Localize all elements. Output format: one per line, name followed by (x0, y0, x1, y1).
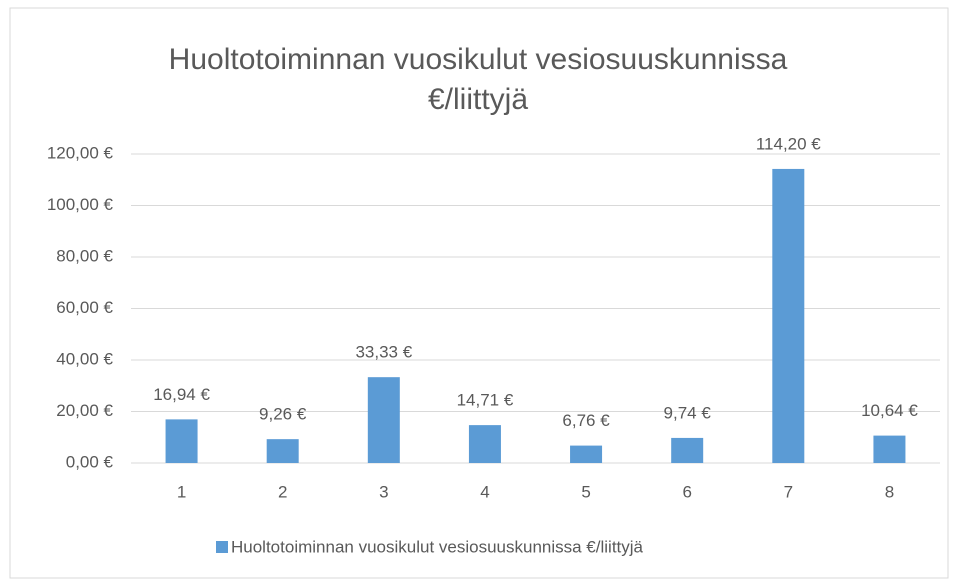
y-tick-label: 40,00 € (56, 349, 113, 368)
value-label: 114,20 € (756, 134, 821, 153)
x-tick-label: 1 (177, 482, 186, 501)
bar (165, 419, 198, 463)
value-label: 9,26 € (259, 405, 307, 424)
value-label: 10,64 € (861, 401, 918, 420)
bar (570, 445, 603, 463)
legend-label: Huoltotoiminnan vuosikulut vesiosuuskunn… (231, 537, 644, 556)
bar (671, 437, 704, 463)
y-tick-label: 60,00 € (56, 298, 113, 317)
y-tick-label: 80,00 € (56, 246, 113, 265)
bar (468, 425, 501, 463)
bar (266, 439, 299, 463)
y-tick-label: 0,00 € (66, 452, 114, 471)
value-label: 33,33 € (355, 343, 412, 362)
value-label: 16,94 € (153, 385, 210, 404)
chart-frame (9, 7, 949, 579)
value-label: 6,76 € (562, 411, 610, 430)
y-tick-label: 100,00 € (47, 195, 114, 214)
x-tick-label: 4 (480, 482, 489, 501)
x-tick-label: 3 (379, 482, 388, 501)
y-tick-label: 20,00 € (56, 401, 113, 420)
value-label: 9,74 € (664, 403, 712, 422)
x-tick-label: 7 (784, 482, 793, 501)
value-label: 14,71 € (457, 391, 514, 410)
bar (873, 435, 906, 463)
chart-title: Huoltotoiminnan vuosikulut vesiosuuskunn… (168, 43, 788, 116)
x-tick-label: 5 (581, 482, 590, 501)
y-tick-label: 120,00 € (47, 143, 114, 162)
legend-swatch (216, 541, 228, 553)
bar (367, 377, 400, 463)
x-tick-label: 2 (278, 482, 287, 501)
bar (772, 168, 805, 463)
x-tick-label: 6 (682, 482, 691, 501)
x-tick-label: 8 (885, 482, 894, 501)
